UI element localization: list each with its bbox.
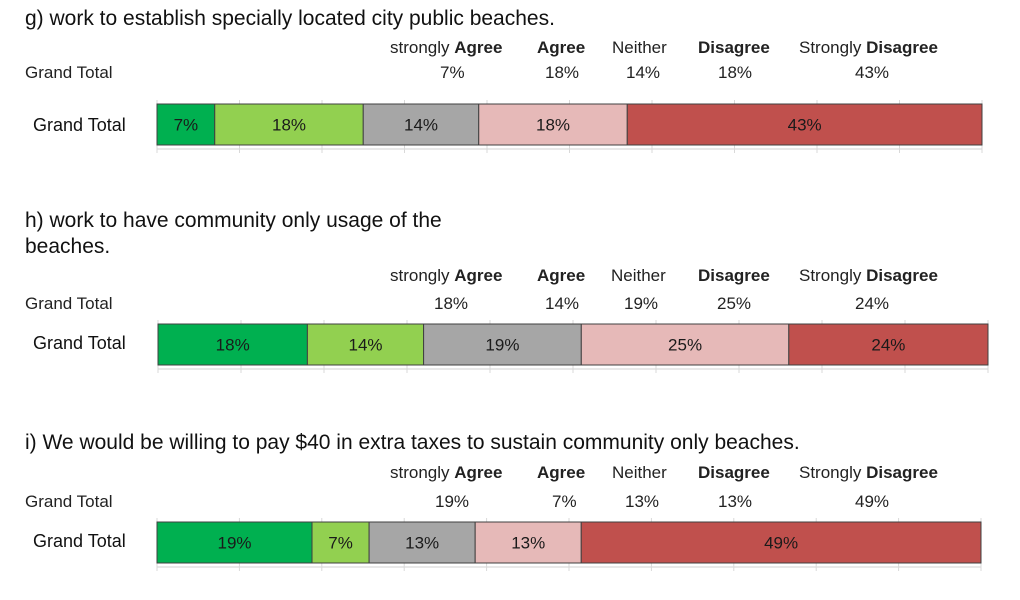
bar-label-strongly-disagree-i: 49% xyxy=(764,534,798,553)
header-agree-h: Agree xyxy=(537,266,586,285)
bar-segment-disagree-i xyxy=(474,521,582,564)
header-strongly-disagree-g: Strongly Disagree xyxy=(799,38,938,57)
header-disagree-i: Disagree xyxy=(698,463,770,482)
bar-label-disagree-i: 13% xyxy=(511,534,545,553)
header-agree-i: Agree xyxy=(537,463,586,482)
chart-title-g: g) work to establish specially located c… xyxy=(25,7,555,30)
chart-title-i: i) We would be willing to pay $40 in ext… xyxy=(25,431,800,454)
header-strongly-agree-h: strongly Agree xyxy=(390,266,503,285)
bar-label-neither-i: 13% xyxy=(405,534,439,553)
table-value-strongly-disagree-g: 43% xyxy=(855,63,890,82)
table-row-label-g: Grand Total xyxy=(25,63,113,82)
table-value-agree-h: 14% xyxy=(545,294,580,313)
bar-label-agree-i: 7% xyxy=(328,534,353,553)
header-strongly-agree-i: strongly Agree xyxy=(390,463,503,482)
bar-label-strongly-agree-g: 7% xyxy=(174,116,199,135)
bar-label-strongly-disagree-g: 43% xyxy=(788,116,822,135)
header-disagree-g: Disagree xyxy=(698,38,770,57)
chart-title-h: h) work to have community only usage of … xyxy=(25,209,442,258)
header-strongly-disagree-h: Strongly Disagree xyxy=(799,266,938,285)
bar-segment-strongly-agree-i xyxy=(156,521,313,564)
bar-segment-neither-g xyxy=(362,103,480,146)
table-value-neither-h: 19% xyxy=(624,294,659,313)
header-neither-g: Neither xyxy=(612,38,667,57)
bar-segment-neither-i xyxy=(368,521,476,564)
bar-segment-strongly-disagree-i xyxy=(580,521,982,564)
bar-label-agree-g: 18% xyxy=(272,116,306,135)
table-row-label-i: Grand Total xyxy=(25,492,113,511)
bar-segment-disagree-g xyxy=(478,103,628,146)
table-value-agree-g: 18% xyxy=(545,63,580,82)
bar-segment-strongly-disagree-h xyxy=(788,323,989,366)
header-strongly-disagree-i: Strongly Disagree xyxy=(799,463,938,482)
bar-category-label-i: Grand Total xyxy=(33,531,126,551)
bar-chart-g: 7% 18% 14% 18% 43% xyxy=(156,100,983,153)
bar-segment-strongly-agree-h xyxy=(157,323,308,366)
table-value-agree-i: 7% xyxy=(552,492,577,511)
bar-label-disagree-g: 18% xyxy=(536,116,570,135)
header-agree-g: Agree xyxy=(537,38,586,57)
bar-label-agree-h: 14% xyxy=(348,336,382,355)
table-value-strongly-agree-h: 18% xyxy=(434,294,469,313)
table-value-strongly-agree-g: 7% xyxy=(440,63,465,82)
table-row-label-h: Grand Total xyxy=(25,294,113,313)
bar-segment-strongly-disagree-g xyxy=(626,103,983,146)
table-value-strongly-disagree-i: 49% xyxy=(855,492,890,511)
bar-chart-i: 19% 7% 13% 13% 49% xyxy=(156,518,982,571)
bar-category-label-h: Grand Total xyxy=(33,333,126,353)
bar-label-neither-g: 14% xyxy=(404,116,438,135)
table-value-disagree-g: 18% xyxy=(718,63,753,82)
bar-label-strongly-agree-i: 19% xyxy=(217,534,251,553)
bar-segment-strongly-agree-g xyxy=(156,103,216,146)
bar-label-strongly-agree-h: 18% xyxy=(216,336,250,355)
bar-label-disagree-h: 25% xyxy=(668,336,702,355)
bar-segment-agree-h xyxy=(306,323,425,366)
table-value-strongly-agree-i: 19% xyxy=(435,492,470,511)
bar-label-neither-h: 19% xyxy=(485,336,519,355)
bar-segment-disagree-h xyxy=(580,323,790,366)
header-neither-h: Neither xyxy=(611,266,666,285)
bar-chart-h: 18% 14% 19% 25% 24% xyxy=(157,320,989,373)
header-strongly-agree-g: strongly Agree xyxy=(390,38,503,57)
header-disagree-h: Disagree xyxy=(698,266,770,285)
bar-segment-agree-i xyxy=(311,521,370,564)
table-value-disagree-i: 13% xyxy=(718,492,753,511)
table-value-disagree-h: 25% xyxy=(717,294,752,313)
header-neither-i: Neither xyxy=(612,463,667,482)
table-value-strongly-disagree-h: 24% xyxy=(855,294,890,313)
bar-label-strongly-disagree-h: 24% xyxy=(871,336,905,355)
table-value-neither-i: 13% xyxy=(625,492,660,511)
table-value-neither-g: 14% xyxy=(626,63,661,82)
bar-category-label-g: Grand Total xyxy=(33,115,126,135)
